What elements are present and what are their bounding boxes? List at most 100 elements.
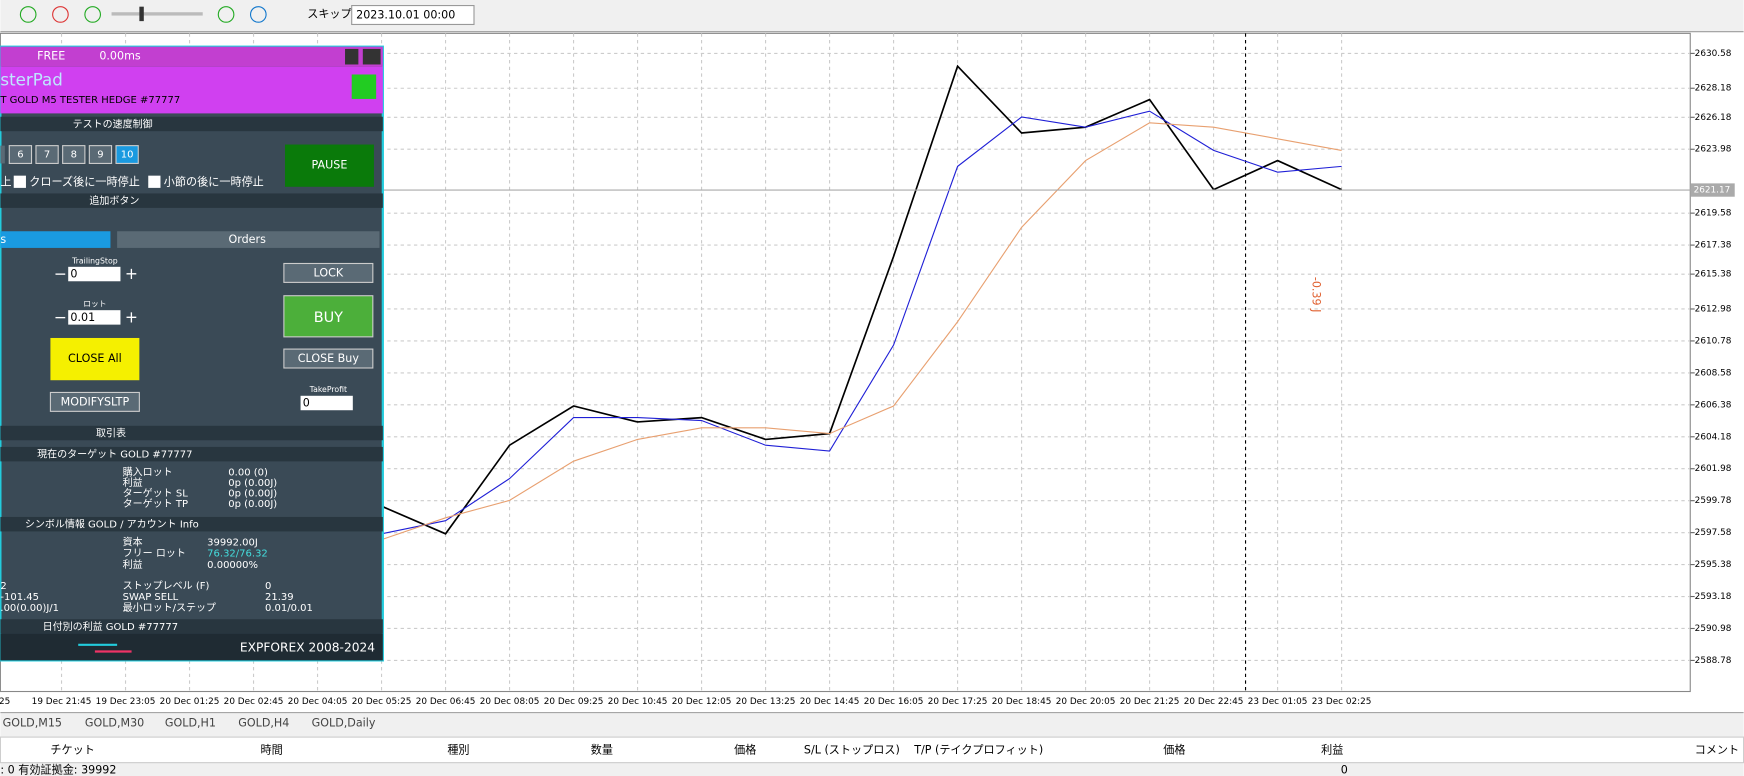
column-header[interactable]: 価格 — [1163, 742, 1185, 756]
input-value: 0 — [303, 397, 310, 410]
x-tick-label: 20 Dec 16:05 — [864, 697, 924, 707]
y-tick-label: 2606.38 — [1695, 400, 1732, 410]
column-header[interactable]: 種別 — [447, 742, 469, 756]
symbol-tab[interactable]: GOLD,M30 — [85, 717, 144, 730]
info-value: 0.00000% — [207, 560, 258, 571]
x-tick-label: 23 Dec 02:25 — [1312, 697, 1372, 707]
y-tick-label: 2628.18 — [1695, 84, 1732, 94]
tester-panel: FREE 0.00ms sterPad T GOLD M5 TESTER HED… — [0, 45, 384, 662]
info-label: ストップレベル (F) — [123, 580, 210, 592]
stop-label: 上 — [0, 175, 11, 188]
end-button[interactable] — [249, 6, 267, 23]
section-title: 現在のターゲット GOLD #77777 — [37, 449, 192, 461]
panel-header — [0, 46, 383, 67]
minus[interactable]: − — [54, 265, 67, 283]
price-box — [1690, 183, 1735, 197]
symbol-tab[interactable]: GOLD,Daily — [312, 717, 376, 730]
check-label: クローズ後に一時停止 — [29, 174, 140, 188]
symbol-tab[interactable]: GOLD,M15 — [3, 717, 62, 730]
x-tick-label: 20 Dec 17:25 — [928, 697, 988, 707]
y-tick-label: 2615.38 — [1695, 270, 1732, 280]
symbol-tab[interactable]: GOLD,H1 — [165, 717, 216, 730]
button-label: MODIFYSLTP — [61, 395, 130, 408]
input[interactable] — [68, 310, 121, 325]
close[interactable] — [362, 48, 381, 65]
field-label: TrailingStop — [71, 256, 118, 265]
panel-title: sterPad — [0, 71, 62, 90]
modify-button[interactable] — [49, 391, 140, 412]
pause-button[interactable] — [284, 144, 374, 187]
y-tick-label: 2608.58 — [1695, 368, 1732, 378]
info-value: 0p (0.00J) — [228, 478, 277, 489]
column-header[interactable]: 利益 — [1321, 742, 1343, 756]
info-value: 0 — [265, 581, 271, 592]
plus[interactable]: + — [125, 308, 138, 326]
speed-label: 7 — [44, 150, 50, 161]
section-title: 日付別の利益 GOLD #77777 — [43, 620, 178, 633]
info-value: 0.00 (0) — [228, 467, 268, 478]
y-tick-label: 2623.98 — [1695, 145, 1732, 155]
column-header[interactable]: コメント — [1695, 743, 1739, 756]
x-tick-label: 20 Dec 04:05 — [288, 697, 348, 707]
status: FREE — [37, 50, 65, 63]
x-tick-label: 20:25 — [0, 697, 10, 707]
button-label: CLOSE All — [68, 352, 122, 365]
rewind-button[interactable] — [84, 6, 102, 23]
tab[interactable] — [117, 231, 380, 248]
x-tick-label: 19 Dec 21:45 — [32, 697, 92, 707]
price-label: 2621.17 — [1694, 186, 1731, 196]
info-value: 39992.00J — [207, 538, 258, 549]
lock-button[interactable] — [283, 262, 374, 283]
date-text: 2023.10.01 00:00 — [356, 9, 455, 22]
speed-button[interactable] — [35, 145, 59, 164]
info-value: -101.45 — [0, 592, 39, 603]
tab[interactable] — [0, 231, 111, 248]
minus[interactable]: − — [54, 308, 67, 326]
speed-button[interactable] — [0, 145, 5, 164]
speed-button[interactable] — [8, 145, 33, 164]
section-title: 取引表 — [96, 427, 126, 440]
speed-button[interactable] — [115, 145, 139, 164]
column-header[interactable]: 数量 — [591, 743, 613, 756]
minimize[interactable] — [345, 48, 359, 65]
y-tick-label: 2619.58 — [1695, 209, 1732, 219]
forward-button[interactable] — [217, 6, 235, 23]
skip-button[interactable]: スキップ — [307, 7, 351, 20]
info-label: 利益 — [123, 476, 143, 489]
plus[interactable]: + — [125, 265, 138, 283]
input[interactable] — [300, 395, 353, 411]
column-header[interactable]: T/P (テイクプロフィット) — [913, 743, 1043, 756]
info-label: ターゲット SL — [123, 488, 189, 500]
input[interactable] — [68, 266, 121, 282]
pause-label: PAUSE — [312, 159, 348, 172]
slider-thumb[interactable] — [139, 6, 144, 22]
summary: : 0 有効証拠金: 39992 — [0, 762, 116, 776]
buy-button[interactable] — [283, 295, 374, 338]
x-tick-label: 20 Dec 13:25 — [736, 697, 796, 707]
date-field[interactable] — [351, 5, 475, 26]
stop-button[interactable] — [52, 6, 69, 23]
info-value: .00(0.00)J/1 — [0, 603, 59, 614]
speed-label: 10 — [121, 150, 134, 161]
input-value: 0 — [70, 268, 77, 281]
speed-button[interactable] — [88, 145, 113, 164]
speed-slider[interactable] — [111, 12, 203, 16]
x-tick-label: 20 Dec 01:25 — [160, 697, 220, 707]
info-label: SWAP SELL — [123, 592, 179, 603]
checkbox[interactable] — [13, 175, 26, 188]
symbol-tab[interactable]: GOLD,H4 — [238, 717, 289, 730]
column-header[interactable]: 価格 — [734, 742, 756, 756]
close-all-button[interactable] — [50, 337, 140, 381]
play-button[interactable] — [19, 6, 37, 23]
column-header[interactable]: S/L (ストップロス) — [804, 743, 900, 756]
column-header[interactable]: 時間 — [261, 743, 283, 756]
speed-button[interactable] — [62, 145, 86, 164]
y-tick-label: 2601.98 — [1695, 464, 1732, 474]
x-tick-label: 20 Dec 10:45 — [608, 697, 668, 707]
column-header[interactable]: チケット — [50, 743, 94, 756]
panel-subtitle: T GOLD M5 TESTER HEDGE #77777 — [0, 95, 180, 106]
close-buy-button[interactable] — [283, 348, 374, 369]
checkbox[interactable] — [148, 175, 161, 188]
field-label: TakeProfit — [309, 385, 347, 394]
